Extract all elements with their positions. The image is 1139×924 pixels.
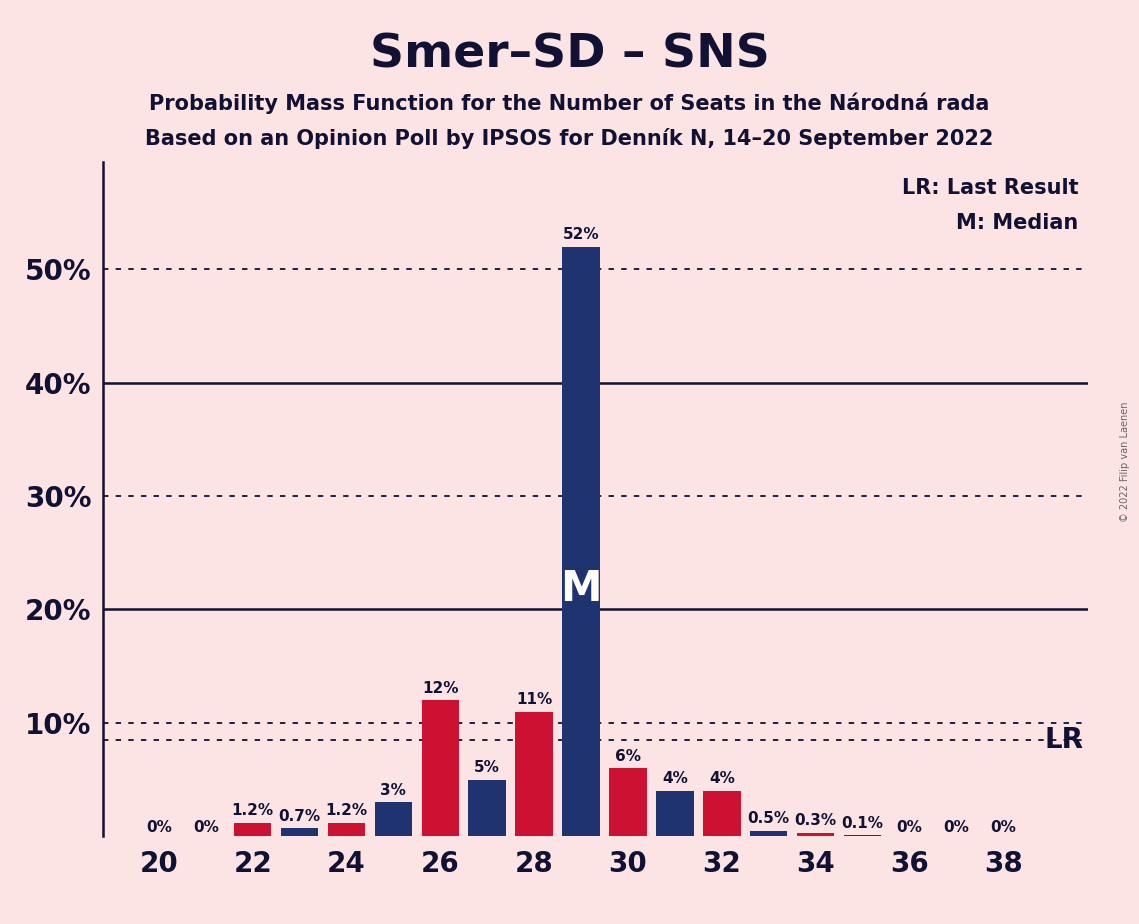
Text: © 2022 Filip van Laenen: © 2022 Filip van Laenen (1120, 402, 1130, 522)
Text: 0.3%: 0.3% (795, 813, 837, 828)
Text: M: M (560, 567, 601, 610)
Text: 1.2%: 1.2% (231, 803, 273, 818)
Text: 4%: 4% (708, 772, 735, 786)
Bar (421, 700, 459, 836)
Text: 11%: 11% (516, 692, 552, 707)
Bar (515, 711, 552, 836)
Bar (703, 791, 740, 836)
Bar (797, 833, 835, 836)
Text: 6%: 6% (615, 748, 641, 763)
Text: 0.7%: 0.7% (279, 808, 320, 824)
Text: 0%: 0% (192, 821, 219, 835)
Text: 5%: 5% (474, 760, 500, 775)
Text: Based on an Opinion Poll by IPSOS for Denník N, 14–20 September 2022: Based on an Opinion Poll by IPSOS for De… (146, 128, 993, 149)
Text: M: Median: M: Median (956, 213, 1079, 233)
Bar (233, 822, 271, 836)
Text: 12%: 12% (423, 681, 459, 696)
Text: 4%: 4% (662, 772, 688, 786)
Bar (328, 822, 366, 836)
Bar (563, 247, 600, 836)
Text: 0.5%: 0.5% (747, 811, 789, 826)
Text: 0%: 0% (896, 821, 923, 835)
Text: 0%: 0% (146, 821, 172, 835)
Bar (656, 791, 694, 836)
Text: 1.2%: 1.2% (326, 803, 368, 818)
Bar (468, 780, 506, 836)
Text: 52%: 52% (563, 227, 599, 242)
Bar (609, 768, 647, 836)
Text: 0%: 0% (943, 821, 969, 835)
Bar (375, 802, 412, 836)
Text: LR: Last Result: LR: Last Result (902, 177, 1079, 198)
Text: Smer–SD – SNS: Smer–SD – SNS (369, 32, 770, 78)
Text: 0%: 0% (990, 821, 1016, 835)
Bar (281, 828, 318, 836)
Bar (844, 835, 882, 836)
Text: 3%: 3% (380, 783, 407, 797)
Text: 0.1%: 0.1% (842, 816, 884, 831)
Text: LR: LR (1044, 726, 1083, 754)
Text: Probability Mass Function for the Number of Seats in the Národná rada: Probability Mass Function for the Number… (149, 92, 990, 114)
Bar (749, 831, 787, 836)
